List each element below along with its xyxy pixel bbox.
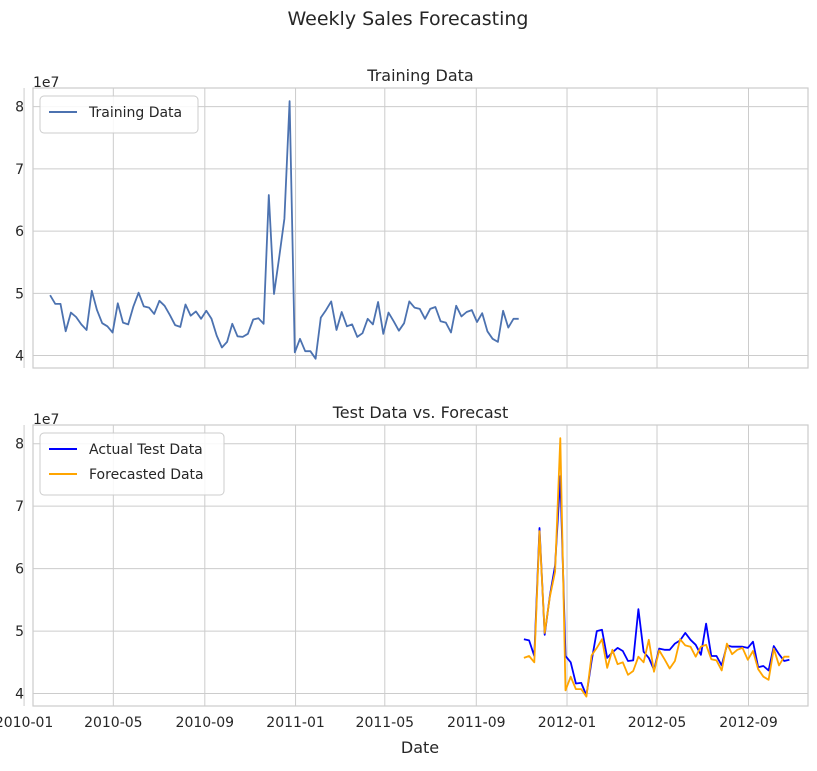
legend-box [39, 95, 199, 134]
y-tick-label: 5 [15, 286, 24, 302]
x-tick-label: 2010-01 [0, 715, 53, 731]
y-tick-label: 4 [15, 687, 24, 703]
training-panel: 4 5 6 7 8 Training Data 1e7 Training Data [15, 66, 809, 369]
x-axis-label: Date [401, 738, 439, 757]
forecast-frame [32, 424, 809, 707]
y-tick-label: 4 [15, 349, 24, 365]
x-tick-label: 2010-09 [176, 715, 235, 731]
y-tick-label: 6 [15, 562, 24, 578]
legend-label: Forecasted Data [89, 467, 204, 483]
training-legend[interactable]: Training Data [39, 95, 199, 134]
training-data-line [49, 100, 519, 360]
figure-title: Weekly Sales Forecasting [287, 8, 528, 30]
y-tick-label: 6 [15, 224, 24, 240]
x-tick-label: 2012-01 [538, 715, 597, 731]
forecast-x-ticks: 2010-01 2010-05 2010-09 2011-01 2011-05 2011-… [0, 715, 778, 731]
y-tick-label: 7 [15, 499, 24, 515]
forecast-gridlines [23, 425, 808, 706]
legend-label: Actual Test Data [89, 442, 203, 458]
forecast-y-ticks: 4 5 6 7 8 [15, 437, 24, 703]
forecast-panel: 4 5 6 7 8 2010-01 2010-05 2010-09 2011-01 2011-0… [0, 403, 809, 731]
forecast-series [523, 437, 790, 698]
training-series [49, 100, 519, 360]
x-tick-label: 2012-09 [719, 715, 778, 731]
x-tick-label: 2011-01 [266, 715, 325, 731]
x-tick-label: 2010-05 [84, 715, 143, 731]
forecasted-data-line [523, 437, 790, 698]
forecast-y-exponent: 1e7 [33, 412, 59, 428]
training-frame [32, 87, 809, 369]
legend-box [39, 432, 225, 496]
forecast-legend[interactable]: Actual Test Data Forecasted Data [39, 432, 225, 496]
y-tick-label: 5 [15, 624, 24, 640]
x-tick-label: 2011-09 [447, 715, 506, 731]
y-tick-label: 8 [15, 100, 24, 116]
training-title: Training Data [366, 66, 473, 85]
training-y-ticks: 4 5 6 7 8 [15, 100, 24, 365]
forecast-title: Test Data vs. Forecast [332, 403, 509, 422]
legend-label: Training Data [88, 105, 182, 121]
x-tick-label: 2011-05 [356, 715, 415, 731]
training-y-exponent: 1e7 [33, 75, 59, 91]
y-tick-label: 7 [15, 162, 24, 178]
y-tick-label: 8 [15, 437, 24, 453]
x-tick-label: 2012-05 [628, 715, 687, 731]
